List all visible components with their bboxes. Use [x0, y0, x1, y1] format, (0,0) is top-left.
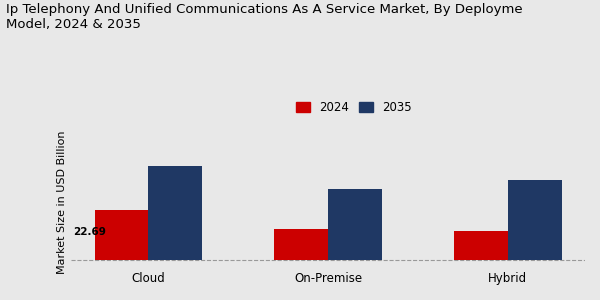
- Text: Ip Telephony And Unified Communications As A Service Market, By Deployme
Model, : Ip Telephony And Unified Communications …: [6, 3, 523, 31]
- Text: 22.69: 22.69: [73, 227, 106, 237]
- Bar: [328, 189, 382, 260]
- Y-axis label: Market Size in USD Billion: Market Size in USD Billion: [57, 130, 67, 274]
- Bar: [148, 166, 202, 260]
- Bar: [454, 231, 508, 260]
- Bar: [95, 209, 148, 260]
- Legend: 2024, 2035: 2024, 2035: [296, 101, 412, 114]
- Bar: [508, 180, 562, 260]
- Bar: [274, 229, 328, 260]
